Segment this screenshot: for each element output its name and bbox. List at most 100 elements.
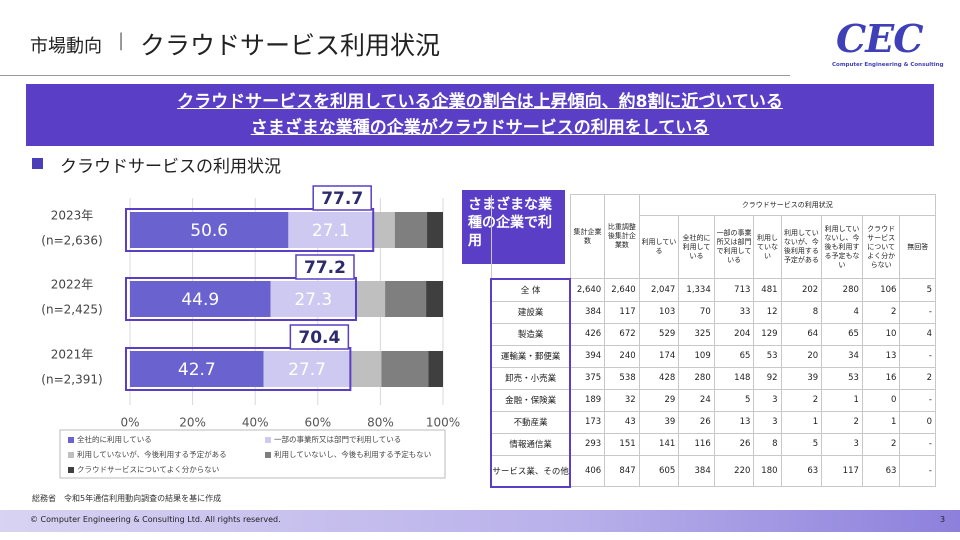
table-cell: 65 — [821, 322, 863, 346]
legend-swatch — [68, 467, 74, 473]
table-cell: 116 — [678, 432, 715, 456]
table-cell: 713 — [713, 278, 755, 302]
table-cell: 2 — [899, 366, 936, 390]
segment-label: 27.7 — [288, 360, 326, 380]
table-cell: 70 — [678, 300, 715, 324]
table-cell: 202 — [780, 278, 823, 302]
column-header: 利用している — [638, 215, 680, 279]
table-cell: 325 — [678, 322, 715, 346]
category-label: 2022年 — [51, 278, 94, 292]
table-cell: 406 — [569, 454, 606, 487]
table-row: 運輸業・郵便業 394 240 174 109 65 53 20 34 13- — [489, 344, 936, 368]
table-cell: 3 — [753, 410, 782, 434]
category-label: 2023年 — [51, 209, 94, 223]
table-cell: 1 — [861, 410, 901, 434]
bar-segment — [385, 281, 427, 317]
bar-segment — [130, 281, 271, 317]
header-row: 利用している 全社的に利用している 一部の事業所又は部門で利用している 利用していない… — [491, 215, 936, 279]
table-cell: 394 — [569, 344, 606, 368]
table-cell: 2 — [821, 410, 863, 434]
legend-label: 利用していないが、今後利用する予定がある — [77, 449, 227, 459]
table-cell: 5 — [899, 278, 936, 302]
table-row: 金融・保険業 189 32 29 24 5 3 2 1 0- — [489, 388, 936, 412]
total-label: 77.2 — [304, 258, 346, 278]
legend-label: 一部の事業所又は部門で利用している — [274, 434, 401, 444]
table-cell: 13 — [861, 344, 901, 368]
table-cell: 174 — [638, 344, 680, 368]
table-row: 建設業 384 117 103 70 33 12 8 4 2- — [489, 300, 936, 324]
table-cell: 2,047 — [638, 278, 680, 302]
column-header: 無回答 — [899, 215, 936, 279]
table-cell: 10 — [861, 322, 901, 346]
logo: CEC — [836, 16, 923, 61]
banner: クラウドサービスを利用している企業の割合は上昇傾向、約8割に近づいている さまざ… — [26, 84, 934, 146]
segment-label: 42.7 — [178, 360, 216, 380]
table-cell: 0 — [861, 388, 901, 412]
x-tick-label: 100% — [426, 416, 460, 430]
table-cell: 63 — [780, 454, 823, 487]
separator: | — [118, 30, 125, 51]
table-cell: 53 — [753, 344, 782, 368]
table-cell: 39 — [638, 410, 680, 434]
table-cell: 280 — [678, 366, 715, 390]
table-cell: - — [899, 454, 936, 487]
highlight-frame — [125, 208, 375, 252]
table-cell: - — [899, 432, 936, 456]
table-cell: 2,640 — [604, 278, 640, 302]
table-cell: 5 — [713, 388, 755, 412]
table-cell: - — [899, 388, 936, 412]
table-cell: 141 — [638, 432, 680, 456]
table-cell: 26 — [713, 432, 755, 456]
sample-size: (n=2,425) — [41, 303, 102, 317]
chart: 0% 20% 40% 60% 80% 100% 2023年 (n=2,636) 50.6 27.1… — [41, 185, 460, 479]
total-box — [295, 254, 355, 280]
table-cell: 4 — [899, 322, 936, 346]
page-title: クラウドサービス利用状況 — [140, 31, 441, 60]
table-cell: 173 — [569, 410, 606, 434]
table-cell: 426 — [569, 322, 606, 346]
bar-segment — [130, 351, 264, 387]
table-cell: 481 — [753, 278, 782, 302]
row-label: 情報通信業 — [489, 432, 572, 456]
highlight-frame — [125, 347, 352, 391]
table-cell: 3 — [753, 388, 782, 412]
table-cell: 117 — [821, 454, 863, 487]
table-cell: 13 — [713, 410, 755, 434]
bar-segment — [427, 212, 443, 248]
table-cell: 384 — [678, 454, 715, 487]
column-header: 一部の事業所又は部門で利用している — [713, 215, 755, 279]
table-cell: 29 — [638, 388, 680, 412]
table-cell: 1,334 — [678, 278, 715, 302]
table-cell: 26 — [678, 410, 715, 434]
bar-segment — [130, 212, 289, 248]
table-cell: 672 — [604, 322, 640, 346]
table-cell: 428 — [638, 366, 680, 390]
header-row: 集計企業数 比重調整後集計企業数 クラウドサービスの利用状況 — [490, 194, 937, 279]
x-tick-label: 80% — [367, 416, 394, 430]
bar-segment — [381, 351, 429, 387]
column-header: 比重調整後集計企業数 — [604, 194, 640, 279]
table-cell: 43 — [604, 410, 640, 434]
x-tick-label: 20% — [179, 416, 206, 430]
category-label: 2021年 — [51, 348, 94, 362]
total-box — [312, 185, 372, 211]
x-tick-label: 40% — [242, 416, 269, 430]
table-cell: 20 — [780, 344, 823, 368]
row-label: 建設業 — [489, 300, 572, 324]
total-box — [289, 324, 350, 350]
legend-label: 利用していないし、今後も利用する予定もない — [274, 449, 431, 459]
table-cell: 12 — [753, 300, 782, 324]
page-number: 3 — [940, 515, 946, 524]
table-cell: 32 — [604, 388, 640, 412]
table-cell: 151 — [604, 432, 640, 456]
table-row: 卸売・小売業 375 538 428 280 148 92 39 53 16 2 — [489, 366, 936, 390]
table-cell: 180 — [753, 454, 782, 487]
table-cell: 16 — [861, 366, 901, 390]
group-header: クラウドサービスの利用状況 — [638, 194, 937, 216]
bar-segment — [288, 212, 374, 248]
column-header: クラウドサービスについてよく分からない — [861, 215, 901, 279]
table-cell: 3 — [821, 432, 863, 456]
table-row: 全 体 2,640 2,640 2,047 1,334 713 481 202 280 106 5 — [489, 277, 936, 302]
table-cell: 2 — [780, 388, 823, 412]
highlight-frame — [125, 277, 357, 321]
